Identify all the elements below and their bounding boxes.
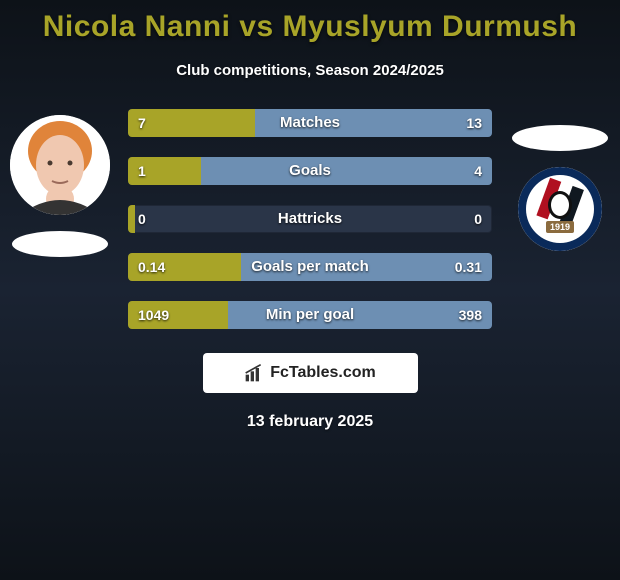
player1-name: Nicola Nanni [43, 10, 231, 43]
comparison-date: 13 february 2025 [247, 413, 373, 431]
player2-column: 1919 [500, 109, 620, 251]
player1-column [0, 109, 120, 257]
stat-bar-goals: 14Goals [128, 157, 492, 185]
player1-flag [12, 231, 108, 257]
stat-label: Hattricks [128, 205, 492, 233]
player1-avatar-svg [10, 115, 110, 215]
stat-bar-hattricks: 00Hattricks [128, 205, 492, 233]
stat-label: Goals per match [128, 253, 492, 281]
stat-label: Goals [128, 157, 492, 185]
stat-label: Matches [128, 109, 492, 137]
stat-bars: 713Matches 14Goals 00Hattricks 0.140.31Goal… [120, 109, 500, 329]
stat-label: Min per goal [128, 301, 492, 329]
player2-crest-svg: 1919 [518, 167, 602, 251]
player2-name: Myuslyum Durmush [283, 10, 578, 43]
page-title: Nicola Nanni vs Myuslyum Durmush [43, 10, 577, 44]
bars-icon [244, 363, 264, 383]
stat-bar-goals-per-match: 0.140.31Goals per match [128, 253, 492, 281]
vs-text: vs [230, 10, 282, 43]
brand-text: FcTables.com [270, 364, 376, 382]
comparison-body: 713Matches 14Goals 00Hattricks 0.140.31Goal… [0, 109, 620, 329]
stat-bar-min-per-goal: 1049398Min per goal [128, 301, 492, 329]
svg-text:1919: 1919 [550, 222, 570, 232]
player2-crest: 1919 [518, 167, 602, 251]
player1-avatar [10, 115, 110, 215]
player2-flag [512, 125, 608, 151]
subtitle: Club competitions, Season 2024/2025 [176, 62, 444, 79]
stat-bar-matches: 713Matches [128, 109, 492, 137]
brand-badge: FcTables.com [203, 353, 418, 393]
